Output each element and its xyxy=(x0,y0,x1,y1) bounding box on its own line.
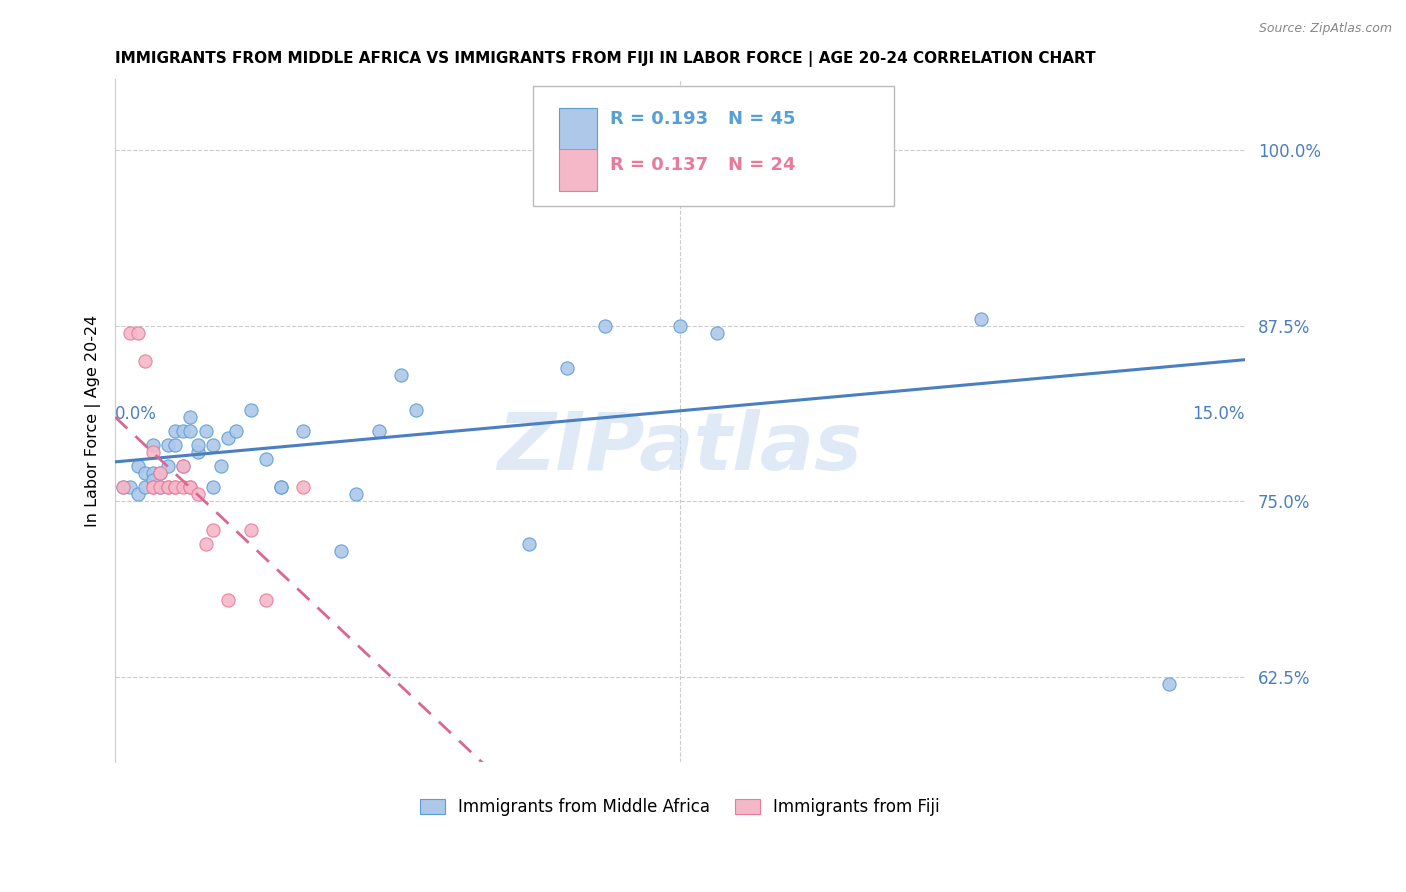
Text: IMMIGRANTS FROM MIDDLE AFRICA VS IMMIGRANTS FROM FIJI IN LABOR FORCE | AGE 20-24: IMMIGRANTS FROM MIDDLE AFRICA VS IMMIGRA… xyxy=(115,51,1095,67)
Text: N = 45: N = 45 xyxy=(728,110,796,128)
Point xyxy=(149,480,172,494)
Point xyxy=(156,480,179,494)
Y-axis label: In Labor Force | Age 20-24: In Labor Force | Age 20-24 xyxy=(86,314,101,526)
Point xyxy=(127,487,149,501)
Point xyxy=(593,318,616,333)
Point xyxy=(367,424,389,438)
Point xyxy=(517,536,540,550)
Point xyxy=(202,480,225,494)
Point xyxy=(292,424,315,438)
Point xyxy=(142,480,165,494)
Point xyxy=(1159,677,1181,691)
Point xyxy=(389,368,412,382)
Point xyxy=(165,480,187,494)
FancyBboxPatch shape xyxy=(560,149,598,191)
Point xyxy=(555,360,578,375)
Point xyxy=(202,438,225,452)
Text: 15.0%: 15.0% xyxy=(1192,405,1244,423)
Point xyxy=(134,467,156,481)
Text: R = 0.193: R = 0.193 xyxy=(610,110,709,128)
Point xyxy=(179,424,201,438)
Point xyxy=(142,473,165,487)
Point xyxy=(202,523,225,537)
Legend: Immigrants from Middle Africa, Immigrants from Fiji: Immigrants from Middle Africa, Immigrant… xyxy=(413,792,946,823)
Point xyxy=(111,480,134,494)
Point xyxy=(149,467,172,481)
Point xyxy=(111,480,134,494)
Point xyxy=(156,459,179,474)
Point xyxy=(172,480,194,494)
Point xyxy=(239,403,262,417)
Point xyxy=(127,326,149,340)
FancyBboxPatch shape xyxy=(560,108,598,151)
Point xyxy=(149,467,172,481)
Point xyxy=(856,150,879,164)
Text: N = 24: N = 24 xyxy=(728,155,796,174)
Point xyxy=(120,326,142,340)
Point xyxy=(330,543,353,558)
Point xyxy=(225,424,247,438)
Point xyxy=(270,480,292,494)
Text: R = 0.137: R = 0.137 xyxy=(610,155,709,174)
Point xyxy=(209,459,232,474)
Point xyxy=(156,438,179,452)
Text: Source: ZipAtlas.com: Source: ZipAtlas.com xyxy=(1258,22,1392,36)
Point xyxy=(142,438,165,452)
Point xyxy=(669,318,692,333)
Point xyxy=(344,487,367,501)
Point xyxy=(194,536,217,550)
Point xyxy=(187,487,209,501)
Point xyxy=(179,480,201,494)
Text: 0.0%: 0.0% xyxy=(115,405,157,423)
Point xyxy=(134,353,156,368)
Point xyxy=(156,480,179,494)
Point xyxy=(194,424,217,438)
Point xyxy=(165,480,187,494)
Point xyxy=(172,459,194,474)
Point xyxy=(217,593,239,607)
Point xyxy=(706,326,728,340)
Point xyxy=(254,452,277,467)
Point xyxy=(187,445,209,459)
Point xyxy=(292,480,315,494)
Point xyxy=(120,480,142,494)
Point xyxy=(254,593,277,607)
Point xyxy=(172,459,194,474)
Text: ZIPatlas: ZIPatlas xyxy=(498,409,862,487)
Point xyxy=(165,438,187,452)
Point xyxy=(172,424,194,438)
Point xyxy=(239,523,262,537)
Point xyxy=(405,403,427,417)
FancyBboxPatch shape xyxy=(533,87,894,205)
Point xyxy=(270,480,292,494)
Point xyxy=(149,480,172,494)
Point xyxy=(142,480,165,494)
Point xyxy=(179,409,201,424)
Point xyxy=(217,431,239,445)
Point xyxy=(179,480,201,494)
Point xyxy=(187,438,209,452)
Point xyxy=(142,445,165,459)
Point xyxy=(127,459,149,474)
Point xyxy=(165,424,187,438)
Point xyxy=(970,311,993,326)
Point xyxy=(142,467,165,481)
Point xyxy=(134,480,156,494)
